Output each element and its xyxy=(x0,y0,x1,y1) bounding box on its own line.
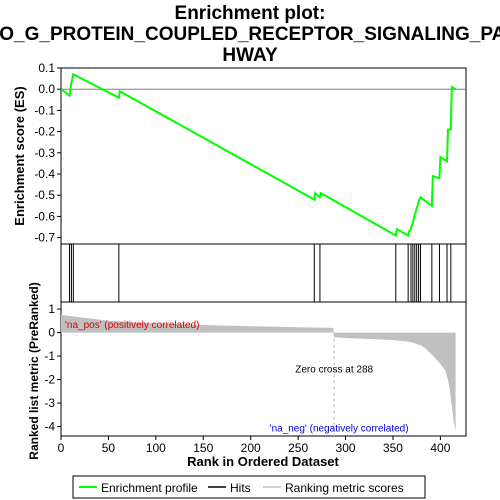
legend-box xyxy=(72,475,426,499)
x-tick-label-8: 400 xyxy=(430,441,450,455)
x-tick-label-0: 0 xyxy=(58,441,65,455)
hits-marks xyxy=(69,244,452,302)
x-tick-label-5: 250 xyxy=(288,441,308,455)
es-panel xyxy=(60,67,467,245)
metric-tick-label-4: -3 xyxy=(44,396,55,410)
es-tick-label-4: -0.3 xyxy=(34,146,55,160)
legend-hits-label: Hits xyxy=(230,481,251,495)
legend-enrichment-label: Enrichment profile xyxy=(101,481,198,495)
es-tick-label-0: 0.1 xyxy=(38,61,55,75)
ranking-metric-area xyxy=(61,314,456,432)
es-tick-label-3: -0.2 xyxy=(34,125,55,139)
metric-y-axis-label: Ranked list metric (PreRanked) xyxy=(27,282,41,459)
legend: Enrichment profile Hits Ranking metric s… xyxy=(72,475,426,499)
x-axis: 0 50 100 150 200 250 300 350 400 xyxy=(58,436,451,455)
metric-tick-label-3: -2 xyxy=(44,373,55,387)
es-y-axis-label: Enrichment score (ES) xyxy=(12,86,27,225)
chart-title-line-1: Enrichment plot: xyxy=(175,3,326,24)
positive-correlated-label: 'na_pos' (positively correlated) xyxy=(65,320,199,331)
enrichment-profile-line xyxy=(60,72,457,238)
metric-tick-label-2: -1 xyxy=(44,349,55,363)
zero-cross-label: Zero cross at 288 xyxy=(295,365,373,376)
x-tick-label-3: 150 xyxy=(193,441,213,455)
es-tick-label-7: -0.6 xyxy=(34,209,55,223)
metric-axis: 1 0 -1 -2 -3 -4 xyxy=(44,302,61,434)
negative-correlated-label: 'na_neg' (negatively correlated) xyxy=(270,423,409,434)
es-axis: 0.1 0.0 -0.1 -0.2 -0.3 -0.4 -0.5 -0.6 -0.7 xyxy=(34,61,61,245)
x-tick-label-2: 100 xyxy=(146,441,166,455)
x-tick-label-6: 300 xyxy=(336,441,356,455)
hits-panel xyxy=(60,243,467,303)
es-tick-label-1: 0.0 xyxy=(38,82,55,96)
metric-tick-label-5: -4 xyxy=(44,420,55,434)
metric-tick-label-0: 1 xyxy=(48,302,55,316)
es-tick-label-2: -0.1 xyxy=(34,103,55,117)
x-axis-label: Rank in Ordered Dataset xyxy=(187,454,339,469)
x-tick-label-4: 200 xyxy=(241,441,261,455)
metric-tick-label-1: 0 xyxy=(48,326,55,340)
chart-title-line-3: HWAY xyxy=(222,45,278,66)
es-tick-label-8: -0.7 xyxy=(34,231,55,245)
chart-title-line-2: GO_G_PROTEIN_COUPLED_RECEPTOR_SIGNALING_… xyxy=(0,24,500,45)
es-tick-label-5: -0.4 xyxy=(34,167,55,181)
x-tick-label-1: 50 xyxy=(102,441,116,455)
es-tick-label-6: -0.5 xyxy=(34,188,55,202)
legend-metric-label: Ranking metric scores xyxy=(285,481,404,495)
x-tick-label-7: 350 xyxy=(383,441,403,455)
